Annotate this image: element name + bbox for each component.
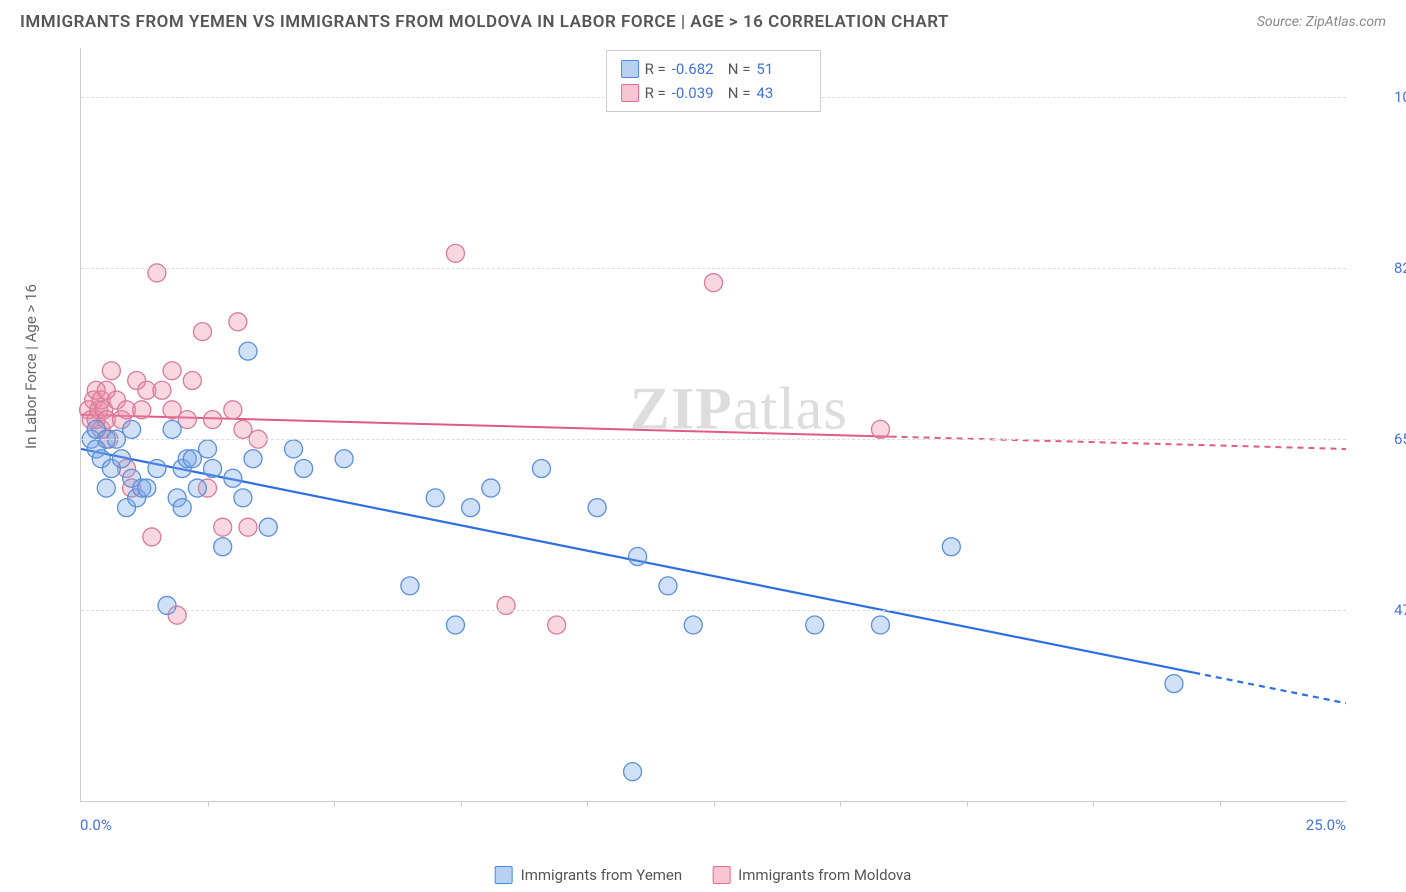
yemen-point bbox=[335, 450, 353, 468]
moldova-point bbox=[153, 381, 171, 399]
x-axis-min-label: 0.0% bbox=[80, 816, 112, 834]
scatter-plot-svg bbox=[81, 48, 1346, 801]
legend-swatch-icon bbox=[621, 60, 639, 78]
yemen-point bbox=[942, 538, 960, 556]
legend-swatch-icon bbox=[712, 866, 730, 884]
yemen-point bbox=[401, 577, 419, 595]
yemen-point bbox=[188, 479, 206, 497]
stats-row: R = -0.682 N =51 bbox=[621, 57, 807, 81]
yemen-point bbox=[158, 596, 176, 614]
x-axis-max-label: 25.0% bbox=[1306, 816, 1346, 834]
yemen-point bbox=[148, 460, 166, 478]
moldova-point bbox=[143, 528, 161, 546]
moldova-point bbox=[871, 420, 889, 438]
yemen-point bbox=[426, 489, 444, 507]
legend-item: Immigrants from Moldova bbox=[712, 866, 911, 884]
yemen-point bbox=[204, 460, 222, 478]
y-tick-label: 82.5% bbox=[1386, 259, 1406, 277]
chart-container: In Labor Force | Age > 16 R =-0.682N =51… bbox=[50, 48, 1386, 832]
moldova-point bbox=[239, 518, 257, 536]
yemen-point bbox=[173, 499, 191, 517]
r-value: -0.039 bbox=[672, 81, 722, 105]
yemen-point bbox=[285, 440, 303, 458]
y-tick-label: 100.0% bbox=[1386, 88, 1406, 106]
yemen-point bbox=[123, 420, 141, 438]
moldova-point bbox=[548, 616, 566, 634]
moldova-point bbox=[705, 274, 723, 292]
y-tick-label: 65.0% bbox=[1386, 430, 1406, 448]
yemen-point bbox=[629, 548, 647, 566]
moldova-trendline bbox=[81, 415, 891, 437]
plot-area: R =-0.682N =51R =-0.039N =43 ZIPatlas 10… bbox=[80, 48, 1346, 802]
moldova-point bbox=[224, 401, 242, 419]
x-tick bbox=[1093, 801, 1094, 807]
x-tick bbox=[967, 801, 968, 807]
x-tick bbox=[461, 801, 462, 807]
yemen-point bbox=[684, 616, 702, 634]
legend-label: Immigrants from Moldova bbox=[738, 866, 911, 884]
yemen-point bbox=[259, 518, 277, 536]
yemen-point bbox=[163, 420, 181, 438]
moldova-point bbox=[204, 411, 222, 429]
moldova-point bbox=[446, 244, 464, 262]
y-tick-label: 47.5% bbox=[1386, 601, 1406, 619]
gridline bbox=[81, 268, 1346, 269]
yemen-point bbox=[806, 616, 824, 634]
moldova-point bbox=[133, 401, 151, 419]
yemen-point bbox=[138, 479, 156, 497]
x-tick bbox=[840, 801, 841, 807]
legend: Immigrants from Yemen Immigrants from Mol… bbox=[495, 866, 912, 884]
x-tick bbox=[334, 801, 335, 807]
yemen-point bbox=[624, 763, 642, 781]
legend-swatch-icon bbox=[495, 866, 513, 884]
yemen-point bbox=[214, 538, 232, 556]
legend-label: Immigrants from Yemen bbox=[521, 866, 683, 884]
x-tick bbox=[714, 801, 715, 807]
moldova-point bbox=[214, 518, 232, 536]
n-label: N = bbox=[728, 81, 751, 105]
chart-title: IMMIGRANTS FROM YEMEN VS IMMIGRANTS FROM… bbox=[20, 12, 949, 32]
moldova-point bbox=[102, 362, 120, 380]
yemen-point bbox=[234, 489, 252, 507]
correlation-stats-box: R = -0.682 N =51 R = -0.039 N =43 bbox=[606, 50, 822, 112]
yemen-point bbox=[659, 577, 677, 595]
moldova-point bbox=[163, 362, 181, 380]
x-tick bbox=[587, 801, 588, 807]
moldova-point bbox=[497, 596, 515, 614]
stats-row: R = -0.039 N =43 bbox=[621, 81, 807, 105]
x-tick bbox=[208, 801, 209, 807]
yemen-point bbox=[446, 616, 464, 634]
yemen-point bbox=[239, 342, 257, 360]
yemen-point bbox=[295, 460, 313, 478]
r-label: R = bbox=[645, 57, 666, 81]
gridline bbox=[81, 610, 1346, 611]
yemen-trendline-extrapolated bbox=[1194, 673, 1346, 704]
y-axis-title: In Labor Force | Age > 16 bbox=[22, 284, 40, 449]
r-label: R = bbox=[645, 81, 666, 105]
moldova-point bbox=[193, 323, 211, 341]
gridline bbox=[81, 439, 1346, 440]
yemen-point bbox=[97, 479, 115, 497]
r-value: -0.682 bbox=[672, 57, 722, 81]
n-label: N = bbox=[728, 57, 751, 81]
yemen-point bbox=[224, 469, 242, 487]
yemen-point bbox=[462, 499, 480, 517]
yemen-point bbox=[532, 460, 550, 478]
yemen-point bbox=[244, 450, 262, 468]
moldova-point bbox=[229, 313, 247, 331]
n-value: 51 bbox=[756, 57, 806, 81]
source-attribution: Source: ZipAtlas.com bbox=[1257, 14, 1386, 30]
moldova-point bbox=[183, 371, 201, 389]
yemen-point bbox=[588, 499, 606, 517]
yemen-point bbox=[199, 440, 217, 458]
yemen-point bbox=[1165, 675, 1183, 693]
x-tick bbox=[1220, 801, 1221, 807]
legend-item: Immigrants from Yemen bbox=[495, 866, 683, 884]
n-value: 43 bbox=[756, 81, 806, 105]
moldova-point bbox=[148, 264, 166, 282]
yemen-point bbox=[112, 450, 130, 468]
legend-swatch-icon bbox=[621, 84, 639, 102]
yemen-point bbox=[871, 616, 889, 634]
yemen-point bbox=[482, 479, 500, 497]
